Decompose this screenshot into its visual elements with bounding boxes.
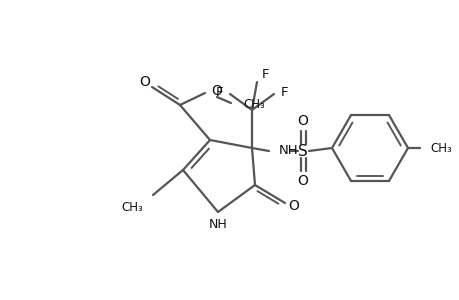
Text: O: O [288, 199, 299, 213]
Text: CH₃: CH₃ [121, 201, 143, 214]
Text: F: F [262, 68, 269, 82]
Text: F: F [215, 86, 223, 100]
Text: CH₃: CH₃ [429, 142, 451, 154]
Text: O: O [297, 174, 308, 188]
Text: NH: NH [208, 218, 227, 230]
Text: NH: NH [279, 145, 298, 158]
Text: CH₃: CH₃ [242, 98, 264, 112]
Text: S: S [297, 143, 307, 158]
Text: O: O [139, 75, 150, 89]
Text: O: O [297, 114, 308, 128]
Text: F: F [280, 86, 288, 100]
Text: O: O [211, 84, 221, 98]
